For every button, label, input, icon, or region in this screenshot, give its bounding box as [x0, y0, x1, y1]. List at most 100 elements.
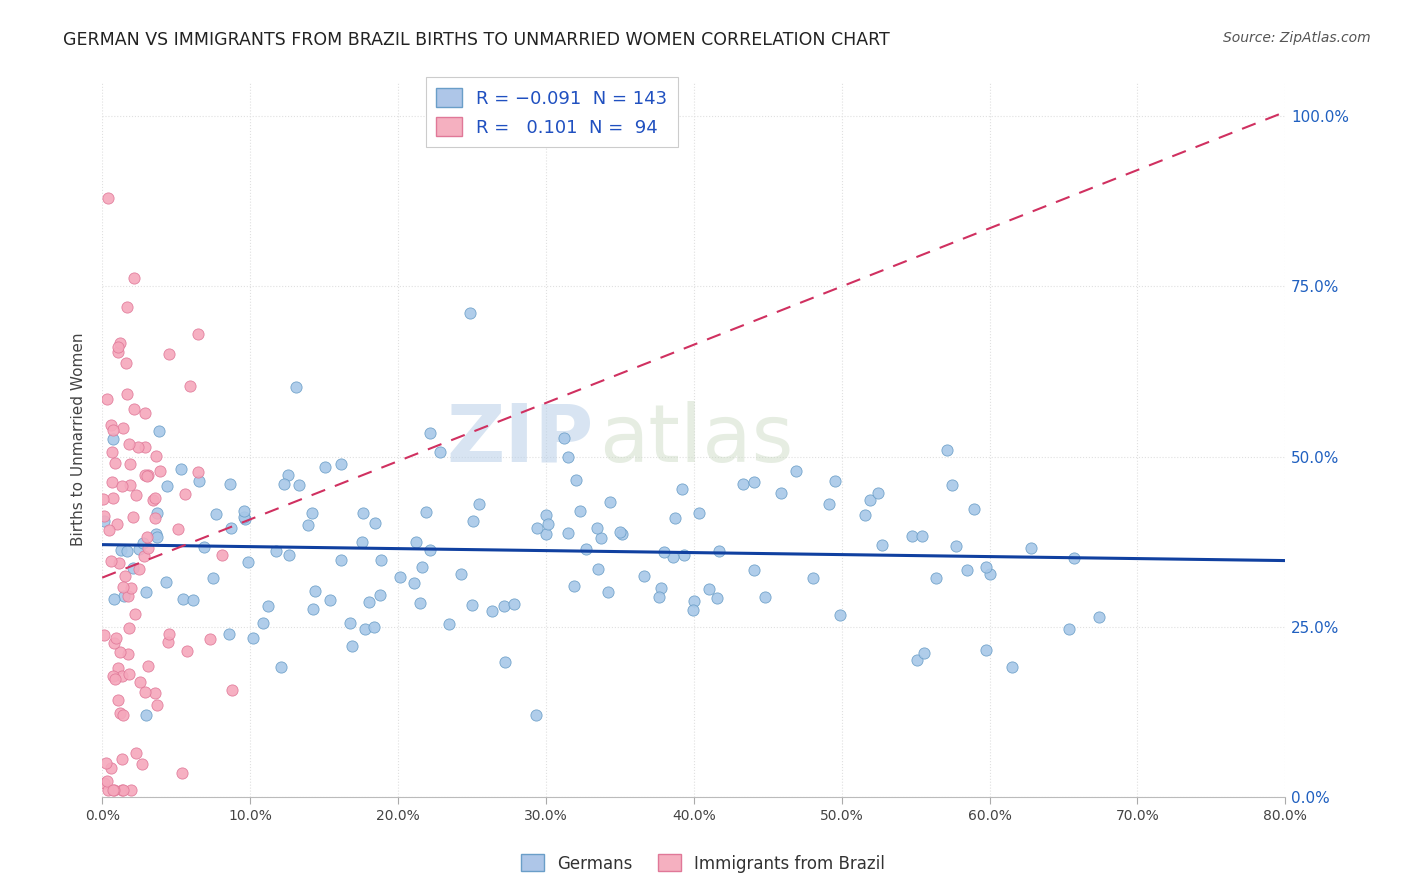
Point	[93, 509, 115, 524]
Text: atlas: atlas	[599, 401, 793, 479]
Point	[132, 535, 155, 549]
Point	[329, 458, 352, 472]
Point	[233, 504, 256, 518]
Point	[135, 708, 157, 723]
Point	[193, 540, 215, 554]
Point	[429, 445, 451, 459]
Point	[785, 464, 807, 478]
Point	[146, 530, 169, 544]
Point	[107, 341, 129, 355]
Point	[96, 392, 118, 406]
Point	[170, 462, 193, 476]
Point	[562, 579, 585, 593]
Point	[155, 575, 177, 590]
Point	[128, 675, 150, 690]
Point	[297, 518, 319, 533]
Point	[101, 669, 124, 683]
Point	[524, 708, 547, 723]
Point	[118, 457, 141, 471]
Point	[148, 424, 170, 438]
Y-axis label: Births to Unmarried Women: Births to Unmarried Women	[72, 333, 86, 546]
Point	[706, 591, 728, 605]
Point	[143, 686, 166, 700]
Point	[288, 478, 311, 492]
Point	[270, 660, 292, 674]
Point	[553, 431, 575, 445]
Point	[242, 631, 264, 645]
Point	[136, 541, 159, 555]
Point	[136, 468, 159, 483]
Point	[104, 456, 127, 470]
Point	[945, 539, 967, 553]
Point	[633, 569, 655, 583]
Point	[134, 685, 156, 699]
Point	[912, 646, 935, 660]
Point	[172, 591, 194, 606]
Point	[1019, 541, 1042, 555]
Point	[145, 527, 167, 541]
Point	[586, 521, 609, 535]
Point	[157, 347, 180, 361]
Point	[131, 756, 153, 771]
Point	[107, 661, 129, 675]
Text: GERMAN VS IMMIGRANTS FROM BRAZIL BIRTHS TO UNMARRIED WOMEN CORRELATION CHART: GERMAN VS IMMIGRANTS FROM BRAZIL BIRTHS …	[63, 31, 890, 49]
Point	[682, 603, 704, 617]
Point	[103, 432, 125, 446]
Point	[143, 511, 166, 525]
Point	[599, 494, 621, 508]
Point	[853, 508, 876, 523]
Point	[107, 693, 129, 707]
Point	[125, 488, 148, 502]
Point	[568, 504, 591, 518]
Point	[339, 615, 361, 630]
Point	[111, 479, 134, 493]
Point	[219, 521, 242, 535]
Point	[156, 479, 179, 493]
Point	[183, 593, 205, 607]
Point	[976, 642, 998, 657]
Point	[111, 708, 134, 723]
Point	[439, 616, 461, 631]
Point	[503, 597, 526, 611]
Point	[236, 555, 259, 569]
Point	[149, 464, 172, 478]
Point	[868, 486, 890, 500]
Point	[411, 560, 433, 574]
Point	[110, 706, 132, 721]
Point	[650, 581, 672, 595]
Point	[277, 548, 299, 562]
Point	[257, 599, 280, 614]
Point	[707, 544, 730, 558]
Point	[494, 599, 516, 613]
Point	[117, 300, 139, 314]
Point	[127, 440, 149, 454]
Point	[458, 305, 481, 319]
Point	[187, 326, 209, 341]
Point	[285, 380, 308, 394]
Point	[120, 581, 142, 595]
Point	[135, 584, 157, 599]
Point	[408, 596, 430, 610]
Point	[97, 783, 120, 797]
Text: ZIP: ZIP	[446, 401, 593, 479]
Point	[450, 566, 472, 581]
Point	[388, 569, 411, 583]
Point	[146, 698, 169, 712]
Point	[143, 491, 166, 505]
Point	[314, 459, 336, 474]
Point	[304, 583, 326, 598]
Point	[93, 514, 115, 528]
Point	[1088, 609, 1111, 624]
Point	[1001, 660, 1024, 674]
Point	[100, 445, 122, 459]
Point	[136, 658, 159, 673]
Point	[211, 549, 233, 563]
Point	[419, 426, 441, 441]
Point	[415, 505, 437, 519]
Point	[770, 486, 793, 500]
Point	[198, 632, 221, 647]
Point	[534, 508, 557, 523]
Point	[301, 506, 323, 520]
Point	[101, 423, 124, 437]
Point	[93, 628, 115, 642]
